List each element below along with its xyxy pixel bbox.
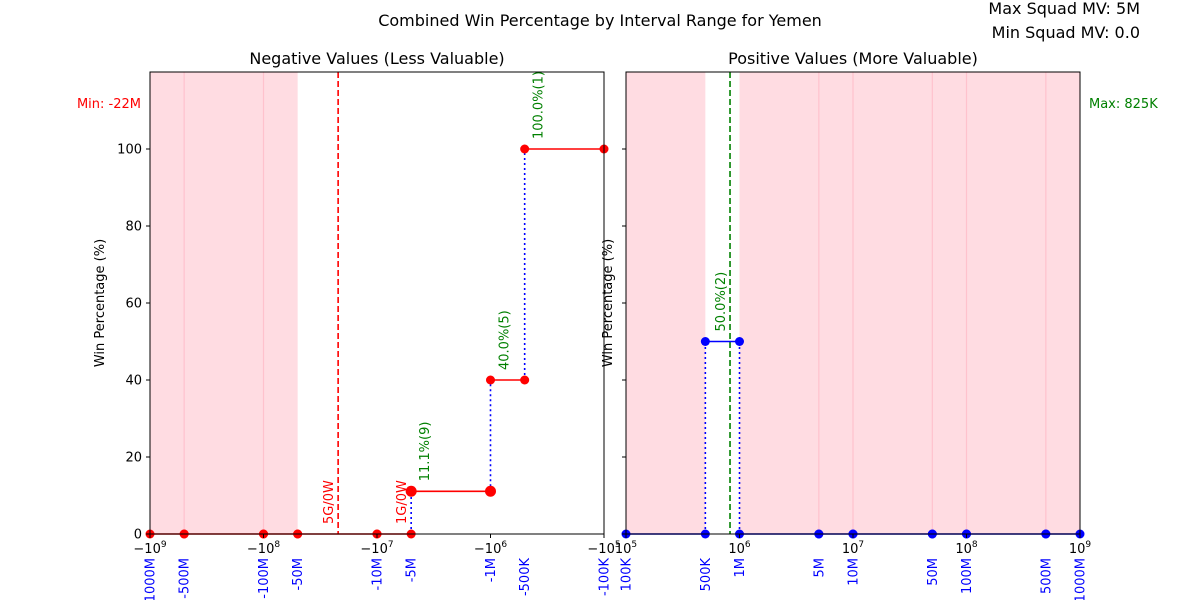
x-tick-label: 106 [728,540,751,557]
x-tick-base: 10 [842,542,859,557]
custom-tick-label: 100K [620,558,635,592]
x-tick-exponent: 9 [1085,540,1091,550]
x-tick-base: −10 [247,542,274,557]
custom-tick-label: -50M [291,558,306,590]
x-tick-label: 109 [1069,540,1092,557]
custom-tick-label: -100M [257,558,272,599]
positive-values-panel: Positive Values (More Valuable) Win Perc… [601,49,1158,600]
y-tick-label: 40 [125,374,142,389]
x-tick-label: −105 [587,540,620,557]
x-tick-exponent: 7 [858,540,864,550]
shaded-range [818,72,853,534]
highlight-point [405,485,417,497]
custom-tick-label: -1000M [144,558,159,600]
x-tick-base: −10 [360,542,387,557]
x-tick-label: −106 [474,540,507,557]
y-tick-label: 100 [117,143,142,158]
custom-tick-label: -10M [371,558,386,590]
highlight-point [485,485,496,497]
shaded-range [263,72,298,534]
negative-panel-title: Negative Values (Less Valuable) [249,49,504,68]
value-annotation: 11.1%(9) [418,422,433,482]
x-tick-base: 10 [955,542,972,557]
positive-panel-ylabel: Win Percentage (%) [601,239,616,367]
x-tick-exponent: 6 [745,540,751,550]
segment-start-point [700,337,710,346]
segment-end-point [735,337,744,346]
custom-tick-label: 500K [699,558,714,592]
x-tick-exponent: 7 [388,540,394,550]
value-annotation: 50.0%(2) [714,272,729,332]
custom-tick-label: 5M [812,558,827,578]
shaded-range [184,72,264,534]
y-tick-label: 20 [125,451,142,466]
x-tick-exponent: 6 [501,540,507,550]
x-tick-base: −10 [133,542,160,557]
x-tick-base: −10 [587,542,614,557]
custom-tick-label: 1M [733,558,748,578]
negative-panel-ylabel: Win Percentage (%) [93,239,108,367]
positive-panel-title: Positive Values (More Valuable) [728,49,978,68]
reference-line-label: Min: -22M [77,97,141,112]
negative-values-panel: Negative Values (Less Valuable) Win Perc… [77,49,621,600]
shaded-range [1045,72,1080,534]
x-tick-label: 105 [615,540,637,557]
custom-tick-label: -5M [405,558,420,582]
x-tick-base: 10 [728,542,745,557]
shaded-range [932,72,967,534]
max-squad-mv-label: Max Squad MV: 5M [988,0,1140,18]
x-tick-exponent: 8 [274,540,280,550]
x-tick-label: −107 [360,540,393,557]
x-tick-label: −108 [247,540,280,557]
segment-end-point [520,375,530,385]
value-annotation: 5G/0W [322,480,337,524]
value-annotation: 40.0%(5) [498,310,513,370]
custom-tick-label: -500M [178,558,193,599]
custom-tick-label: 50M [926,558,941,586]
custom-tick-label: 100M [960,558,975,594]
segment-start-point [520,144,530,154]
shaded-range [150,72,185,534]
y-tick-label: 80 [125,220,142,235]
custom-tick-label: -1M [484,558,499,582]
y-tick-label: 0 [134,528,142,543]
x-tick-base: −10 [474,542,501,557]
x-tick-exponent: 8 [972,540,978,550]
x-tick-base: 10 [615,542,632,557]
x-tick-label: −109 [133,540,166,557]
value-annotation: 100.0%(1) [532,71,547,139]
reference-line-label: Max: 825K [1089,97,1158,112]
shaded-range [626,72,706,534]
custom-tick-label: -100K [598,558,613,597]
x-tick-base: 10 [1069,542,1086,557]
custom-tick-label: 1000M [1074,558,1089,600]
y-tick-label: 60 [125,297,142,312]
min-squad-mv-label: Min Squad MV: 0.0 [992,23,1140,42]
shaded-range [739,72,819,534]
shaded-range [966,72,1046,534]
x-tick-label: 107 [842,540,864,557]
custom-tick-label: 500M [1039,558,1054,594]
x-tick-exponent: 9 [161,540,167,550]
custom-tick-label: -500K [518,558,533,597]
figure-title: Combined Win Percentage by Interval Rang… [378,11,822,30]
custom-tick-label: 10M [847,558,862,586]
x-tick-exponent: 5 [615,540,621,550]
value-annotation: 1G/0W [395,480,410,524]
x-tick-exponent: 5 [631,540,637,550]
segment-start-point [486,375,495,385]
shaded-range [853,72,933,534]
x-tick-label: 108 [955,540,978,557]
